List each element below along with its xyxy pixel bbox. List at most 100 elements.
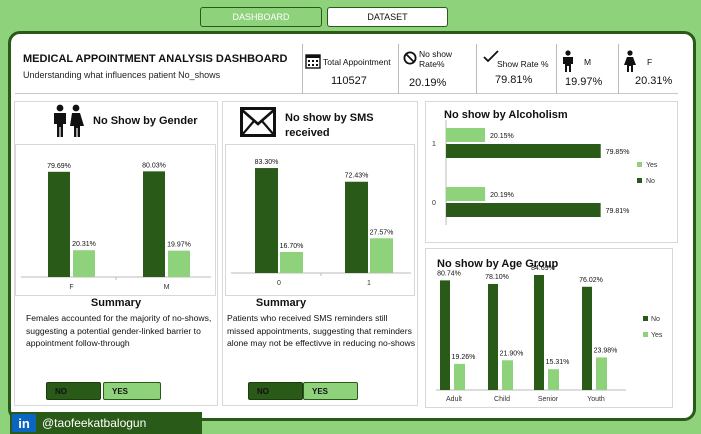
kpi-value: 110527 bbox=[331, 75, 367, 87]
sms-no-legend-button[interactable]: NO bbox=[248, 382, 303, 400]
alcohol-chart-title: No show by Alcoholism bbox=[444, 109, 568, 121]
bar-no-m bbox=[143, 171, 165, 277]
x-tick-label: 0 bbox=[277, 280, 281, 287]
age-chart-title: No show by Age Group bbox=[437, 258, 559, 270]
bar-yes-adult bbox=[454, 363, 465, 390]
dashboard-tab[interactable]: DASHBOARD bbox=[200, 7, 322, 27]
data-label: 79.81% bbox=[606, 208, 630, 215]
kpi-value: 19.97% bbox=[565, 76, 603, 88]
bar-no-1 bbox=[446, 144, 601, 158]
data-label: 76.02% bbox=[579, 277, 603, 284]
kpi-no-show-rate: No show Rate% 20.19% bbox=[398, 44, 476, 94]
gender-chart-area: 79.69% 20.31% F 80.03% 19.97% M bbox=[15, 144, 216, 296]
kpi-label: M bbox=[584, 57, 592, 67]
kpi-female: F 20.31% bbox=[618, 44, 678, 94]
data-label: 72.43% bbox=[345, 173, 369, 180]
data-label: 20.15% bbox=[490, 133, 514, 140]
kpi-label: Show Rate % bbox=[497, 59, 549, 69]
x-tick-label: Child bbox=[494, 396, 510, 403]
bar-yes-m bbox=[168, 250, 190, 277]
bar-no-1 bbox=[345, 181, 368, 273]
data-label: 20.19% bbox=[490, 192, 514, 199]
checkmark-icon bbox=[483, 50, 499, 62]
linkedin-handle[interactable]: @taofeekatbalogun bbox=[42, 416, 147, 430]
data-label: 80.74% bbox=[437, 270, 461, 277]
x-tick-label: Youth bbox=[587, 396, 605, 403]
data-label: 80.03% bbox=[142, 162, 166, 169]
sms-chart-area: 83.30% 16.70% 0 72.43% 27.57% 1 bbox=[225, 144, 415, 296]
page-title: MEDICAL APPOINTMENT ANALYSIS DASHBOARD bbox=[23, 53, 288, 65]
legend-swatch-no bbox=[637, 178, 642, 183]
no-symbol-icon bbox=[403, 51, 417, 65]
kpi-label: F bbox=[647, 57, 653, 67]
linkedin-icon: in bbox=[12, 414, 36, 432]
male-icon bbox=[563, 50, 573, 72]
envelope-icon bbox=[240, 107, 276, 137]
bar-yes-youth bbox=[596, 357, 607, 390]
calendar-icon bbox=[305, 54, 321, 69]
x-tick-label: M bbox=[164, 284, 170, 291]
bar-yes-senior bbox=[548, 369, 559, 390]
y-tick-label: 0 bbox=[432, 200, 436, 207]
gender-summary-text: Females accounted for the majority of no… bbox=[26, 313, 212, 349]
dataset-tab[interactable]: DATASET bbox=[327, 7, 448, 27]
age-chart: 80.74% 19.26% Adult 78.10% 21.90% Child 84.69%… bbox=[436, 265, 663, 403]
data-label: 27.57% bbox=[370, 229, 394, 236]
gender-chart: 79.69% 20.31% F 80.03% 19.97% M bbox=[21, 162, 211, 291]
legend-label-no: No bbox=[646, 178, 655, 185]
couple-icon bbox=[54, 104, 84, 137]
bar-yes-1 bbox=[370, 238, 393, 273]
x-tick-label: 1 bbox=[367, 280, 371, 287]
x-tick-label: F bbox=[69, 284, 73, 291]
sms-summary-text: Patients who received SMS reminders stil… bbox=[227, 313, 416, 349]
female-icon bbox=[624, 50, 636, 72]
linkedin-footer[interactable]: in @taofeekatbalogun bbox=[10, 412, 202, 434]
bar-yes-0 bbox=[280, 251, 303, 273]
page-subtitle: Understanding what influences patient No… bbox=[23, 70, 221, 80]
sms-summary-title: Summary bbox=[255, 297, 307, 309]
kpi-male: M 19.97% bbox=[556, 44, 618, 94]
data-label: 19.97% bbox=[167, 242, 191, 249]
kpi-value: 20.31% bbox=[635, 75, 673, 87]
x-tick-label: Senior bbox=[538, 396, 559, 403]
legend-swatch-no bbox=[643, 316, 648, 321]
bar-yes-0 bbox=[446, 187, 486, 201]
sms-chart-title: No show by SMS received bbox=[285, 112, 374, 139]
alcohol-panel: 1 20.15% 79.85% 0 20.19% 79.81% Yes No bbox=[425, 101, 678, 243]
legend-label-no: No bbox=[651, 316, 660, 323]
age-panel: 80.74% 19.26% Adult 78.10% 21.90% Child 84.69%… bbox=[425, 248, 673, 408]
x-tick-label: Adult bbox=[446, 396, 462, 403]
kpi-value: 79.81% bbox=[495, 74, 533, 86]
alcohol-chart: 1 20.15% 79.85% 0 20.19% 79.81% Yes No bbox=[432, 120, 658, 225]
bar-no-adult bbox=[440, 280, 450, 390]
bar-no-f bbox=[48, 171, 70, 277]
bar-yes-f bbox=[73, 250, 95, 277]
bar-no-child bbox=[488, 283, 498, 390]
kpi-show-rate: Show Rate % 79.81% bbox=[476, 44, 556, 94]
data-label: 78.10% bbox=[485, 274, 509, 281]
data-label: 21.90% bbox=[500, 350, 524, 357]
bar-no-youth bbox=[582, 286, 592, 390]
kpi-label: No show Rate% bbox=[419, 49, 453, 69]
bar-no-0 bbox=[255, 168, 278, 273]
data-label: 16.70% bbox=[280, 243, 304, 250]
gender-yes-legend-button[interactable]: YES bbox=[103, 382, 161, 400]
bar-no-senior bbox=[534, 275, 544, 390]
sms-chart: 83.30% 16.70% 0 72.43% 27.57% 1 bbox=[231, 159, 411, 287]
sms-yes-legend-button[interactable]: YES bbox=[303, 382, 358, 400]
legend-swatch-yes bbox=[637, 162, 642, 167]
bar-yes-child bbox=[502, 360, 513, 390]
kpi-value: 20.19% bbox=[409, 77, 447, 89]
data-label: 23.98% bbox=[594, 347, 618, 354]
data-label: 19.26% bbox=[452, 354, 476, 361]
kpi-total-appointment: Total Appointment 110527 bbox=[302, 44, 398, 94]
data-label: 83.30% bbox=[255, 159, 279, 166]
bar-yes-1 bbox=[446, 128, 486, 142]
legend-swatch-yes bbox=[643, 332, 648, 337]
gender-no-legend-button[interactable]: NO bbox=[46, 382, 101, 400]
data-label: 20.31% bbox=[72, 241, 96, 248]
data-label: 79.69% bbox=[47, 163, 71, 170]
data-label: 15.31% bbox=[546, 359, 570, 366]
gender-chart-title-text: No Show by Gender bbox=[93, 115, 198, 127]
data-label: 79.85% bbox=[606, 149, 630, 156]
